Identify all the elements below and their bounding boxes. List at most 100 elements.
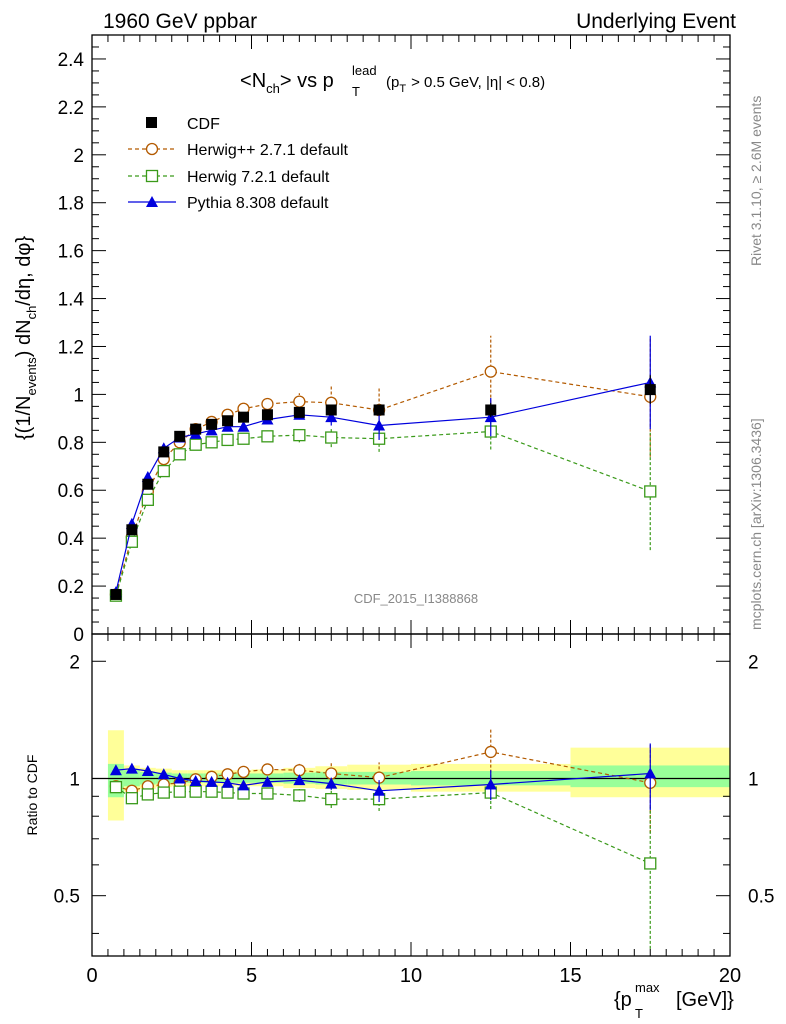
xlabel-T: T [635, 1006, 643, 1021]
main-y-tick-label: 1.6 [58, 242, 84, 263]
main-herwig7-point [261, 430, 274, 443]
x-tick-label: 10 [400, 965, 422, 987]
ratio-herwig7-point [221, 786, 234, 799]
main-pythia-point [237, 420, 250, 432]
ratio-herwig7-point [293, 789, 306, 802]
main-cdf-point [293, 406, 305, 418]
main-y-tick-label: 1.8 [58, 194, 84, 215]
legend-marker-herwig7 [145, 169, 159, 183]
ratio-pythia-point [325, 777, 338, 789]
main-herwigpp-point [293, 395, 306, 408]
main-ylabel: {(1/Nevents) dNch/dη, dφ} [13, 236, 39, 440]
ratio-herwigpp-point [325, 767, 338, 780]
title-cut-p: (p [386, 74, 399, 91]
ratio-pythia-point [141, 765, 154, 777]
main-series-cdf [110, 375, 656, 600]
ratio-herwigpp-point [293, 764, 306, 777]
legend-marker-herwigpp [145, 142, 159, 156]
ratio-pythia-point [644, 767, 657, 779]
title-lt: < [240, 70, 252, 92]
main-cdf-point [222, 415, 234, 427]
main-y-tick-label: 1.2 [58, 337, 84, 358]
ratio-y-tick-label-right: 1 [748, 769, 759, 790]
main-cdf-point [373, 404, 385, 416]
ratio-pythia-point [173, 772, 186, 784]
main-series-pythia [109, 335, 657, 598]
legend: CDF Herwig++ 2.7.1 default Herwig 7.2.1 … [128, 116, 349, 212]
ratio-pythia-point [109, 764, 122, 776]
ratio-herwigpp-point [237, 765, 250, 778]
main-herwig7-point [237, 432, 250, 445]
ratio-pythia-point [261, 775, 274, 787]
xlabel-unit: [GeV]} [676, 989, 734, 1011]
legend-item-herwig7: Herwig 7.2.1 default [128, 169, 330, 186]
ratio-y-tick-label-left: 1 [69, 769, 80, 790]
ratio-herwigpp-point [484, 745, 497, 759]
main-series-herwigpp [109, 335, 657, 601]
x-tick-label: 5 [246, 965, 257, 987]
x-tick-label: 15 [559, 965, 581, 987]
ratio-series-herwig7 [109, 777, 657, 949]
rivet-label: Rivet 3.1.10, ≥ 2.6M events [748, 96, 764, 266]
main-y-tick-label: 2.2 [58, 98, 84, 119]
ratio-ylabel: Ratio to CDF [24, 755, 40, 836]
legend-marker-cdf [146, 117, 157, 128]
ratio-herwig7-point [173, 785, 186, 798]
x-tick-label: 0 [86, 965, 97, 987]
title-T: T [352, 84, 360, 99]
main-y-tick-label: 0.6 [58, 481, 84, 502]
ratio-pythia-point [125, 762, 138, 774]
ratio-herwig7-point [125, 792, 139, 805]
ratio-pythia-point [484, 778, 497, 790]
ratio-pythia-point [237, 779, 250, 791]
main-y-tick-label: 2.4 [58, 50, 85, 71]
main-y-tick-label: 0.8 [58, 433, 84, 454]
ratio-herwig7-point [325, 792, 338, 806]
ratio-y-tick-label-left: 2 [69, 652, 80, 673]
main-cdf-point [174, 430, 186, 442]
main-y-tick-label: 1.4 [58, 290, 85, 311]
main-herwig7-point [293, 428, 306, 442]
main-herwig7-point [157, 464, 170, 478]
legend-item-herwigpp: Herwig++ 2.7.1 default [128, 142, 349, 159]
ratio-pythia-point [221, 776, 234, 788]
xlabel-a: {p [614, 989, 632, 1011]
ratio-series-pythia [109, 743, 657, 810]
main-herwig7-point [189, 438, 202, 451]
main-y-tick-label: 1 [73, 385, 84, 406]
legend-label-cdf: CDF [187, 116, 220, 133]
legend-label-pythia: Pythia 8.308 default [187, 195, 329, 212]
title-cut-rest: > 0.5 GeV, |η| < 0.8) [411, 74, 545, 91]
main-series-herwig7 [109, 413, 657, 602]
legend-item-cdf: CDF [146, 116, 220, 133]
main-herwig7-point [644, 485, 657, 498]
title-vs: vs p [297, 70, 334, 92]
main-herwig7-line [115, 430, 651, 596]
title-ch: ch [266, 81, 280, 96]
legend-label-herwig7: Herwig 7.2.1 default [187, 169, 330, 186]
main-cdf-point [158, 446, 170, 458]
ylabel-d: ch [24, 306, 39, 320]
main-herwigpp-point [484, 365, 497, 378]
title-lead: lead [352, 63, 377, 78]
ylabel-b: events [24, 357, 39, 396]
ratio-panel: 0 5 10 15 20 0.5 0.5 1 1 2 2 [54, 633, 774, 987]
header-right: Underlying Event [576, 10, 736, 33]
title-gt: > [280, 70, 297, 92]
main-herwigpp-point [261, 397, 274, 411]
main-herwig7-point [125, 535, 139, 548]
xlabel-max: max [635, 980, 660, 995]
title-n: N [252, 70, 266, 92]
main-pythia-point [325, 411, 338, 423]
ratio-pythia-point [189, 775, 202, 787]
main-herwig7-point [205, 436, 218, 449]
main-cdf-point [110, 588, 122, 600]
ratio-pythia-point [205, 775, 218, 787]
main-cdf-point [238, 411, 250, 423]
main-cdf-point [126, 524, 138, 536]
x-axis-label: {p [614, 989, 632, 1011]
legend-marker-pythia [146, 196, 158, 207]
main-herwig7-point [325, 431, 338, 444]
main-y-tick-label: 2 [73, 146, 84, 167]
